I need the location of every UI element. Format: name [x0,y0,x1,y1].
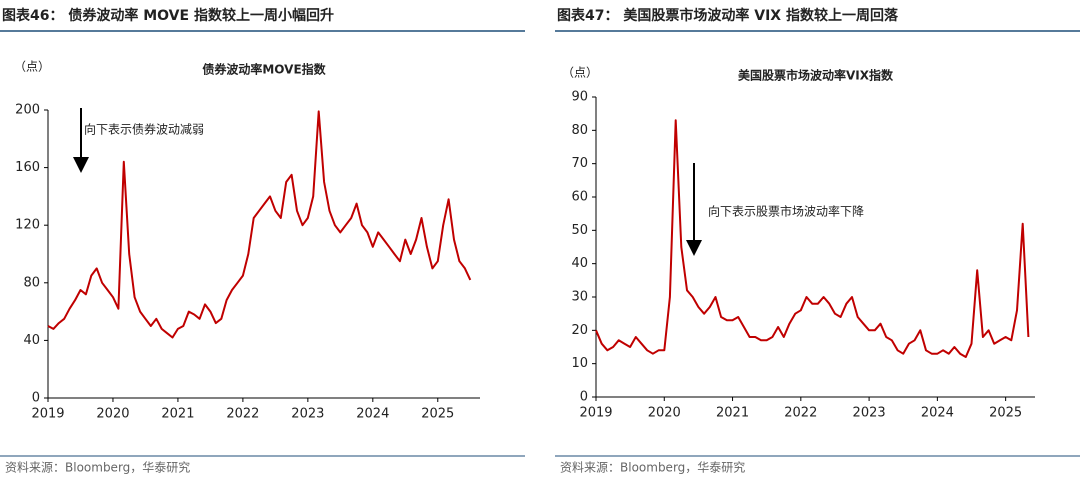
y-axis-label: （点） [14,60,50,74]
line-series [47,110,472,339]
x-tick-label: 2023 [853,406,886,421]
y-tick-label: 10 [571,356,588,371]
y-tick-label: 90 [571,90,588,105]
y-tick-label: 70 [571,156,588,171]
source: 资料来源：Bloomberg，华泰研究 [5,460,190,475]
panel-heading: 图表46： 债券波动率 MOVE 指数较上一周小幅回升 [2,7,334,24]
x-tick-label: 2019 [31,407,64,422]
y-tick-label: 200 [15,103,40,118]
x-tick-label: 2024 [356,407,389,422]
x-tick-label: 2020 [648,406,681,421]
source: 资料来源：Bloomberg，华泰研究 [560,460,745,475]
y-tick-label: 40 [23,333,40,348]
x-tick-label: 2021 [716,406,749,421]
y-tick-label: 60 [571,190,588,205]
y-tick-label: 120 [15,218,40,233]
x-tick-label: 2019 [579,406,612,421]
x-tick-label: 2022 [226,407,259,422]
x-tick-label: 2023 [291,407,324,422]
y-tick-label: 40 [571,256,588,271]
x-tick-label: 2024 [921,406,954,421]
y-tick-label: 0 [32,391,40,406]
x-tick-label: 2022 [784,406,817,421]
y-tick-label: 30 [571,290,588,305]
y-tick-label: 80 [23,275,40,290]
x-tick-label: 2025 [989,406,1022,421]
x-tick-label: 2025 [421,407,454,422]
annotation: 向下表示股票市场波动率下降 [708,204,864,219]
y-tick-label: 50 [571,223,588,238]
y-tick-label: 20 [571,323,588,338]
chart-title: 美国股票市场波动率VIX指数 [738,68,894,83]
x-tick-label: 2021 [161,407,194,422]
chart-title: 债券波动率MOVE指数 [202,62,326,77]
y-tick-label: 160 [15,160,40,175]
annotation: 向下表示债券波动减弱 [84,122,204,137]
y-axis-label: （点） [562,66,598,80]
x-tick-label: 2020 [96,407,129,422]
y-tick-label: 80 [571,123,588,138]
line-series [595,119,1030,358]
y-tick-label: 0 [580,390,588,405]
panel-heading: 图表47： 美国股票市场波动率 VIX 指数较上一周回落 [557,7,899,24]
